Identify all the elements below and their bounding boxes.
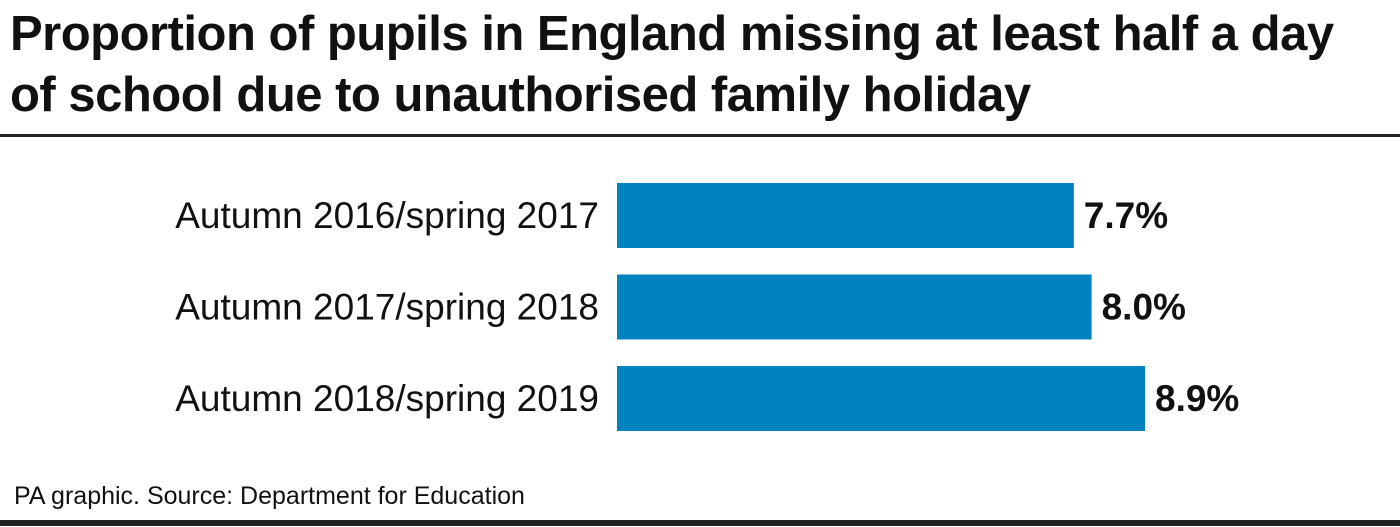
category-label-1: Autumn 2016/spring 2017	[175, 195, 599, 236]
source-credit: PA graphic. Source: Department for Educa…	[14, 482, 525, 510]
value-label-2: 8.0%	[1102, 287, 1186, 328]
category-label-3: Autumn 2018/spring 2019	[175, 378, 599, 419]
category-label-2: Autumn 2017/spring 2018	[175, 287, 599, 328]
title-divider	[0, 134, 1400, 137]
bar-1	[617, 183, 1074, 248]
bar-3	[617, 366, 1145, 431]
bar-2	[617, 274, 1092, 340]
value-label-3: 8.9%	[1155, 378, 1239, 419]
chart-title: Proportion of pupils in England missing …	[10, 7, 1334, 122]
bottom-divider	[0, 520, 1400, 526]
value-label-1: 7.7%	[1084, 195, 1168, 236]
